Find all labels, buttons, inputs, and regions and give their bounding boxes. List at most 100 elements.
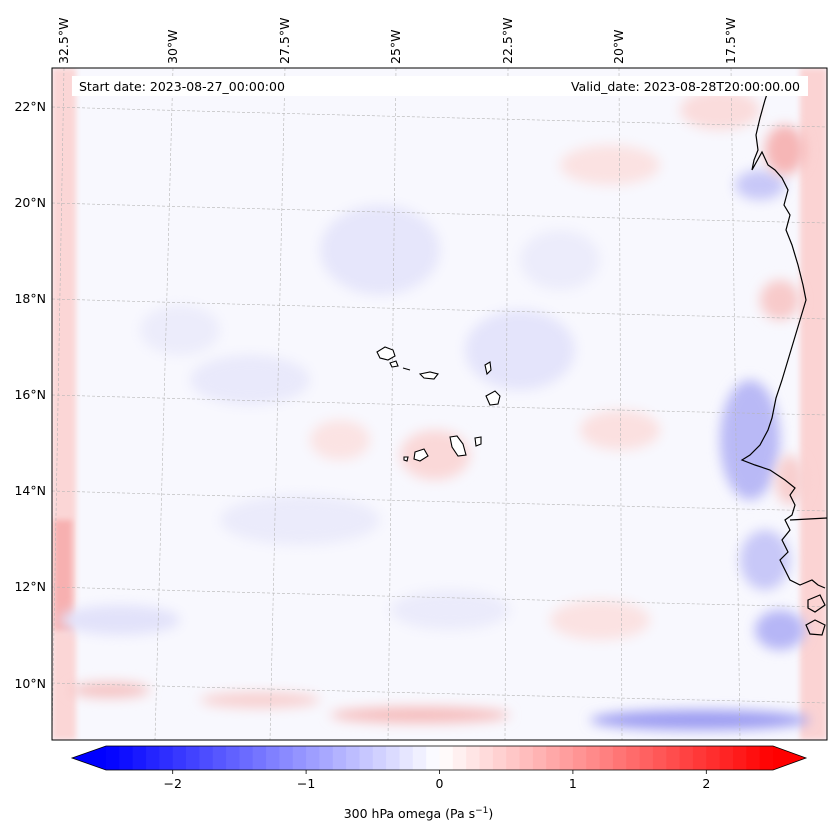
colorbar-step <box>266 746 281 770</box>
colorbar-step <box>319 746 334 770</box>
colorbar-ticks: −2 −1 0 1 2 <box>163 770 710 791</box>
island-sao-vicente <box>389 360 399 368</box>
map-frame <box>51 67 828 741</box>
colorbar-tick-label: 1 <box>569 776 577 791</box>
colorbar-steps <box>106 746 774 770</box>
colorbar-step <box>679 746 694 770</box>
colorbar-step <box>292 746 307 770</box>
colorbar-outline <box>70 745 808 771</box>
colorbar-max-extend <box>773 746 806 770</box>
valid-date-label: Valid_date: 2023-08-28T20:00:00.00 <box>571 79 800 94</box>
island-santiago <box>449 435 467 457</box>
colorbar-step <box>252 746 267 770</box>
cape-verde-islands <box>376 346 501 462</box>
island-boa-vista <box>485 390 501 406</box>
lon-label: 17.5°W <box>723 18 738 64</box>
colorbar-step <box>599 746 614 770</box>
lon-label: 32.5°W <box>56 18 71 64</box>
colorbar-step <box>146 746 160 770</box>
negative-patches <box>60 170 810 730</box>
colorbar-step <box>106 746 120 770</box>
island-fogo <box>413 448 429 462</box>
colorbar-step <box>719 746 734 770</box>
colorbar-step <box>492 746 507 770</box>
colorbar-step <box>412 746 427 770</box>
colorbar-label-suffix: ) <box>488 806 494 822</box>
island-maio <box>474 436 482 447</box>
colorbar-min-extend <box>72 746 106 770</box>
colorbar-step <box>399 746 414 770</box>
colorbar: −2 −1 0 1 2 <box>70 745 808 791</box>
map-background <box>52 68 827 740</box>
positive-patches <box>70 90 805 723</box>
colorbar-label: 300 hPa omega (Pa s−1) <box>0 806 837 821</box>
omega-field <box>52 68 827 740</box>
colorbar-step <box>706 746 721 770</box>
colorbar-step <box>372 746 387 770</box>
lat-label: 10°N <box>14 676 46 691</box>
colorbar-step <box>732 746 747 770</box>
colorbar-step <box>466 746 481 770</box>
colorbar-tick-label: −1 <box>297 776 315 791</box>
date-banner <box>72 76 808 96</box>
colorbar-step <box>426 746 441 770</box>
colorbar-step <box>519 746 534 770</box>
colorbar-step <box>759 746 774 770</box>
right-boundary-positive <box>800 68 827 740</box>
colorbar-step <box>612 746 627 770</box>
colorbar-step <box>212 746 227 770</box>
colorbar-step <box>199 746 214 770</box>
colorbar-step <box>226 746 240 770</box>
colorbar-step <box>239 746 254 770</box>
colorbar-tick-label: −2 <box>163 776 181 791</box>
island-brava <box>403 456 409 462</box>
colorbar-step <box>452 746 467 770</box>
colorbar-step <box>639 746 654 770</box>
colorbar-tick-label: 0 <box>436 776 444 791</box>
island-santa-luzia <box>402 367 411 371</box>
lon-label: 27.5°W <box>277 18 292 64</box>
start-date-label: Start date: 2023-08-27_00:00:00 <box>79 79 285 94</box>
colorbar-step <box>746 746 761 770</box>
lat-label: 16°N <box>14 387 46 402</box>
lat-label: 22°N <box>14 99 46 114</box>
colorbar-step <box>666 746 681 770</box>
colorbar-step <box>346 746 361 770</box>
island-sao-nicolau <box>418 371 439 380</box>
longitude-labels: 32.5°W 30°W 27.5°W 25°W 22.5°W 20°W 17.5… <box>56 18 738 64</box>
colorbar-step <box>279 746 294 770</box>
graticule <box>52 68 827 740</box>
colorbar-step <box>332 746 347 770</box>
lon-label: 30°W <box>165 29 180 64</box>
left-boundary-positive <box>52 68 76 740</box>
colorbar-step <box>652 746 667 770</box>
lat-label: 14°N <box>14 483 46 498</box>
colorbar-step <box>692 746 707 770</box>
colorbar-label-prefix: 300 hPa omega (Pa s <box>343 806 476 822</box>
island-santo-antao <box>376 346 396 361</box>
island-sal <box>484 361 492 376</box>
colorbar-step <box>359 746 374 770</box>
colorbar-step <box>626 746 641 770</box>
lat-label: 20°N <box>14 195 46 210</box>
colorbar-step <box>119 746 134 770</box>
lon-label: 25°W <box>388 29 403 64</box>
colorbar-step <box>559 746 574 770</box>
lat-label: 18°N <box>14 291 46 306</box>
colorbar-step <box>586 746 601 770</box>
colorbar-step <box>479 746 494 770</box>
colorbar-step <box>546 746 561 770</box>
latitude-labels: 22°N 20°N 18°N 16°N 14°N 12°N 10°N <box>14 99 46 691</box>
colorbar-step <box>386 746 401 770</box>
lon-label: 22.5°W <box>500 18 515 64</box>
colorbar-step <box>506 746 521 770</box>
colorbar-step <box>439 746 454 770</box>
coastline <box>740 84 827 636</box>
colorbar-label-exponent: −1 <box>475 806 489 816</box>
lat-label: 12°N <box>14 579 46 594</box>
colorbar-step <box>159 746 174 770</box>
colorbar-step <box>172 746 187 770</box>
colorbar-step <box>186 746 200 770</box>
left-boundary-positive-core <box>54 520 72 630</box>
